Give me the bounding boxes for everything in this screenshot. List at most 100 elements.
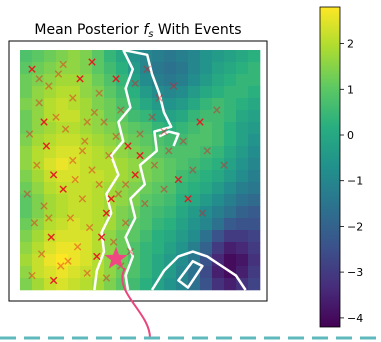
event-marker xyxy=(49,276,58,285)
heatmap-cell xyxy=(140,194,153,207)
heatmap-cell xyxy=(152,254,165,267)
heatmap-cell xyxy=(164,218,177,231)
heatmap-cell xyxy=(248,146,261,159)
heatmap-cell xyxy=(68,206,81,219)
heatmap-cell xyxy=(236,254,249,267)
heatmap-cell xyxy=(116,242,129,255)
heatmap-cell xyxy=(236,182,249,195)
heatmap-cell xyxy=(92,146,105,159)
heatmap-cell xyxy=(128,266,141,279)
heatmap-cell xyxy=(176,50,189,63)
heatmap-cell xyxy=(164,146,177,159)
heatmap-cell xyxy=(224,170,237,183)
heatmap-cell xyxy=(188,230,201,243)
event-marker xyxy=(109,238,118,246)
heatmap-cell xyxy=(212,62,225,75)
heatmap-cell xyxy=(56,278,69,291)
heatmap-cell xyxy=(164,242,177,255)
heatmap-cell xyxy=(200,218,213,231)
heatmap-cell xyxy=(56,218,69,231)
heatmap-cell xyxy=(80,134,93,147)
heatmap-cell xyxy=(176,242,189,255)
colorbar-tick-label: −4 xyxy=(347,312,363,325)
heatmap-cell xyxy=(152,146,165,159)
event-marker xyxy=(121,219,130,227)
heatmap-cell xyxy=(68,110,81,123)
heatmap-cell xyxy=(32,146,45,159)
heatmap-cell xyxy=(200,242,213,255)
heatmap-cell xyxy=(188,194,201,207)
heatmap-cell xyxy=(44,254,57,267)
heatmap-cell xyxy=(224,146,237,159)
heatmap-cell xyxy=(92,122,105,135)
heatmap-cell xyxy=(80,230,93,243)
heatmap-cell xyxy=(188,98,201,111)
heatmap-cell xyxy=(20,74,33,87)
event-marker xyxy=(124,142,132,150)
heatmap-cell xyxy=(68,278,81,291)
event-marker xyxy=(83,118,91,126)
event-marker xyxy=(143,65,151,73)
heatmap-cell xyxy=(116,158,129,171)
location-star-marker xyxy=(104,246,128,269)
heatmap-cell xyxy=(248,266,261,279)
heatmap-cell xyxy=(32,230,45,243)
event-marker xyxy=(71,175,79,184)
event-marker xyxy=(78,147,87,155)
event-marker xyxy=(57,262,65,270)
heatmap-cell xyxy=(32,206,45,219)
colorbar-tick-label: −1 xyxy=(347,175,363,188)
event-marker xyxy=(35,75,43,83)
heatmap-cell xyxy=(176,74,189,87)
heatmap-cell xyxy=(248,170,261,183)
heatmap-cell xyxy=(92,74,105,87)
heatmap-cell xyxy=(128,86,141,99)
event-marker xyxy=(169,82,178,90)
heatmap-cell xyxy=(20,218,33,231)
heatmap-cell xyxy=(164,182,177,195)
heatmap-cell xyxy=(32,218,45,231)
heatmap-cell xyxy=(164,206,177,219)
heatmap-cell xyxy=(92,194,105,207)
heatmap-cell xyxy=(104,134,117,147)
heatmap-cell xyxy=(248,110,261,123)
heatmap-cell xyxy=(236,218,249,231)
heatmap-cell xyxy=(92,98,105,111)
heatmap-cell xyxy=(128,122,141,135)
event-marker xyxy=(40,118,48,126)
heatmap-cell xyxy=(56,86,69,99)
event-marker xyxy=(30,219,39,227)
heatmap-cell xyxy=(32,50,45,63)
event-marker xyxy=(196,118,204,126)
event-marker xyxy=(136,151,144,160)
heatmap-cell xyxy=(44,74,57,87)
heatmap-cell xyxy=(212,50,225,63)
heatmap-cell xyxy=(32,254,45,267)
heatmap-cell xyxy=(92,242,105,255)
heatmap-cell xyxy=(212,266,225,279)
event-marker xyxy=(78,195,87,203)
heatmap-cell xyxy=(68,74,81,87)
heatmap-cell xyxy=(140,86,153,99)
heatmap-cell xyxy=(32,170,45,183)
heatmap-cell xyxy=(164,74,177,87)
heatmap-cell xyxy=(32,98,45,111)
heatmap-cell xyxy=(68,98,81,111)
heatmap-cell xyxy=(56,50,69,63)
heatmap-cell xyxy=(176,206,189,219)
heatmap-cell xyxy=(104,170,117,183)
heatmap-cell xyxy=(140,206,153,219)
event-marker xyxy=(45,82,53,90)
heatmap-cell xyxy=(104,122,117,135)
heatmap-cell xyxy=(224,230,237,243)
heatmap-cell xyxy=(20,206,33,219)
heatmap-cell xyxy=(80,254,93,267)
heatmap-cell xyxy=(140,242,153,255)
heatmap-cell xyxy=(200,278,213,291)
heatmap-cell xyxy=(44,170,57,183)
event-marker xyxy=(40,202,48,210)
heatmap-cell xyxy=(92,170,105,183)
heatmap-cell xyxy=(176,158,189,171)
heatmap-cell xyxy=(44,158,57,171)
heatmap-cell xyxy=(68,242,81,255)
